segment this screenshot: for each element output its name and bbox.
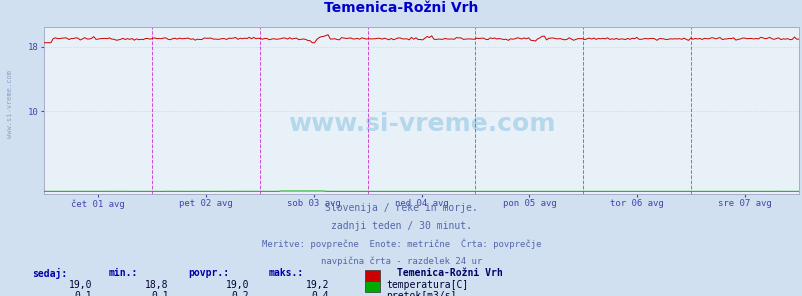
Text: maks.:: maks.: — [269, 268, 304, 278]
Text: Slovenija / reke in morje.: Slovenija / reke in morje. — [325, 203, 477, 213]
Text: 0,1: 0,1 — [151, 291, 168, 296]
Text: Temenica-Rožni Vrh: Temenica-Rožni Vrh — [324, 1, 478, 15]
Text: sedaj:: sedaj: — [32, 268, 67, 279]
Text: 19,0: 19,0 — [225, 280, 249, 290]
Text: Meritve: povprečne  Enote: metrične  Črta: povprečje: Meritve: povprečne Enote: metrične Črta:… — [261, 238, 541, 249]
Text: navpična črta - razdelek 24 ur: navpična črta - razdelek 24 ur — [321, 256, 481, 266]
Text: www.si-vreme.com: www.si-vreme.com — [6, 70, 13, 138]
Text: zadnji teden / 30 minut.: zadnji teden / 30 minut. — [330, 221, 472, 231]
Text: 0,1: 0,1 — [75, 291, 92, 296]
Text: 18,8: 18,8 — [145, 280, 168, 290]
Text: 0,2: 0,2 — [231, 291, 249, 296]
Text: min.:: min.: — [108, 268, 138, 278]
Text: povpr.:: povpr.: — [188, 268, 229, 278]
Text: www.si-vreme.com: www.si-vreme.com — [287, 112, 555, 136]
Text: 19,2: 19,2 — [306, 280, 329, 290]
Text: pretok[m3/s]: pretok[m3/s] — [386, 291, 456, 296]
Text: 19,0: 19,0 — [69, 280, 92, 290]
Text: 0,4: 0,4 — [311, 291, 329, 296]
Text: Temenica-Rožni Vrh: Temenica-Rožni Vrh — [397, 268, 503, 278]
Text: temperatura[C]: temperatura[C] — [386, 280, 468, 290]
